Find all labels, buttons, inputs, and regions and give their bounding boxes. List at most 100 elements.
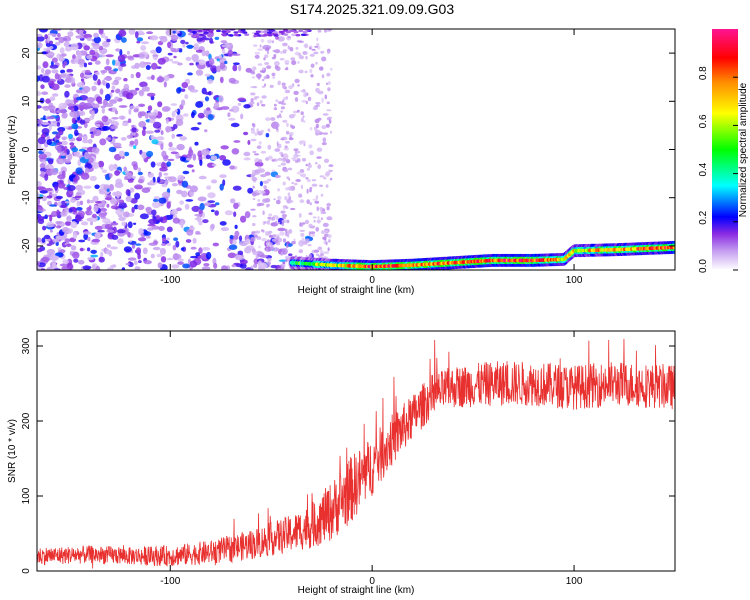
spectrogram-cell — [84, 167, 90, 175]
spectrogram-cell — [114, 170, 120, 176]
spectrogram-cell — [137, 204, 145, 211]
spectrogram-cell — [285, 206, 289, 209]
spectrogram-cell — [273, 34, 279, 37]
spectrogram-cell — [287, 192, 291, 197]
spectrogram-cell — [93, 205, 99, 213]
spectrogram-cell — [64, 84, 71, 88]
spectrogram-cell — [231, 105, 240, 113]
spectrogram-cell — [293, 148, 299, 152]
spectrogram-cell — [129, 187, 135, 193]
spectrogram-cell — [309, 47, 312, 50]
spectrogram-cell — [67, 103, 76, 107]
spectrogram-cell — [101, 107, 106, 114]
spectrogram-cell — [272, 49, 279, 53]
spectrogram-cell — [277, 101, 284, 105]
spectrogram-cell — [316, 37, 319, 42]
spectrogram-cell — [212, 242, 219, 247]
spectrogram-cell — [46, 139, 52, 146]
spectrogram-cell — [41, 237, 46, 243]
spectrogram-cell — [247, 140, 251, 145]
spectrogram-cell — [99, 138, 107, 146]
spectrogram-cell — [284, 145, 288, 149]
spectrogram-cell — [185, 199, 194, 202]
spectrogram-cell — [47, 158, 54, 165]
spectrogram-cell — [199, 202, 205, 211]
spectrogram-cell — [37, 181, 42, 188]
spectrogram-cell — [93, 36, 102, 44]
spectrogram-cell — [70, 77, 76, 84]
spectrogram-cell — [147, 105, 153, 112]
spectrogram-cell — [237, 97, 246, 102]
spectrogram-cell — [303, 241, 308, 245]
spectrogram-cell — [301, 173, 307, 178]
spectrogram-cell — [233, 202, 239, 209]
spectrogram-cell — [115, 190, 121, 199]
spectrogram-cell — [273, 198, 276, 201]
spectrogram-cell — [267, 257, 272, 262]
spectrogram-cell — [192, 153, 197, 161]
spectrogram-cell — [309, 68, 313, 74]
spectrogram-cell — [75, 184, 83, 191]
spectrogram-cell — [267, 144, 272, 150]
spectrogram-cell — [166, 226, 173, 233]
spectrogram-cell — [329, 130, 333, 134]
spectrogram-cell — [189, 260, 198, 268]
spectrogram-cell — [299, 199, 305, 204]
spectrogram-cell — [134, 266, 140, 270]
spectrogram-cell — [277, 227, 286, 232]
spectrogram-cell — [112, 59, 116, 66]
spectrogram-cell — [39, 29, 48, 33]
spectrogram-cell — [98, 29, 104, 35]
spectrogram-cell — [303, 142, 306, 147]
spectrogram-cell — [99, 88, 104, 95]
spectrogram-cell — [265, 47, 269, 51]
spectrogram-cell — [300, 232, 305, 237]
spectrogram-cell — [275, 220, 278, 224]
spectrogram-cell — [127, 257, 137, 261]
spectrogram-cell — [37, 248, 43, 253]
spectrogram-cell — [216, 29, 221, 33]
spectrogram-cell — [298, 193, 303, 198]
spectrogram-cell — [58, 56, 65, 62]
spectrogram-cell — [320, 193, 324, 197]
spectrogram-cell — [137, 237, 147, 242]
spectrogram-cell — [324, 94, 328, 100]
spectrogram-cell — [133, 108, 139, 113]
spectrogram-cell — [99, 54, 106, 58]
spectrogram-cell — [265, 231, 269, 236]
spectrogram-cell — [67, 185, 76, 191]
spectrogram-cell — [56, 122, 61, 127]
spectrogram-cell — [326, 109, 332, 112]
spectrogram-cell — [263, 185, 267, 190]
spectrogram-cell — [327, 81, 331, 85]
spectrogram-cell — [161, 243, 167, 246]
spectrogram-cell — [310, 63, 315, 68]
spectrogram-cell — [244, 211, 251, 219]
spectrogram-cell — [84, 118, 91, 122]
spectrogram-cell — [195, 230, 201, 235]
spectrogram-cell — [206, 185, 212, 190]
spectrogram-cell — [287, 233, 290, 238]
spectrogram-cell — [65, 46, 72, 52]
spectrogram-cell — [210, 155, 218, 161]
spectrogram-cell — [325, 241, 328, 246]
spectrogram-track-cell — [672, 245, 675, 250]
spectrogram-cell — [259, 70, 265, 73]
spectrogram-cell — [252, 197, 256, 201]
spectrogram-cell — [83, 233, 89, 241]
spectrogram-cell — [285, 228, 288, 234]
spectrogram-cell — [243, 151, 251, 157]
spectrogram-cell — [44, 214, 48, 220]
spectrogram-cell — [221, 48, 226, 54]
spectrogram-cell — [58, 102, 66, 110]
spectrogram-cell — [101, 200, 106, 206]
spectrogram-cell — [159, 247, 166, 255]
spectrogram-cell — [325, 123, 330, 128]
spectrogram-cell — [52, 238, 59, 243]
spectrogram-cell — [274, 61, 280, 66]
spectrogram-cell — [288, 137, 294, 141]
spectrogram-cell — [44, 165, 49, 169]
spectrogram-cell — [70, 43, 79, 51]
spectrogram-cell — [94, 71, 100, 76]
spectrogram-cell — [320, 211, 327, 215]
